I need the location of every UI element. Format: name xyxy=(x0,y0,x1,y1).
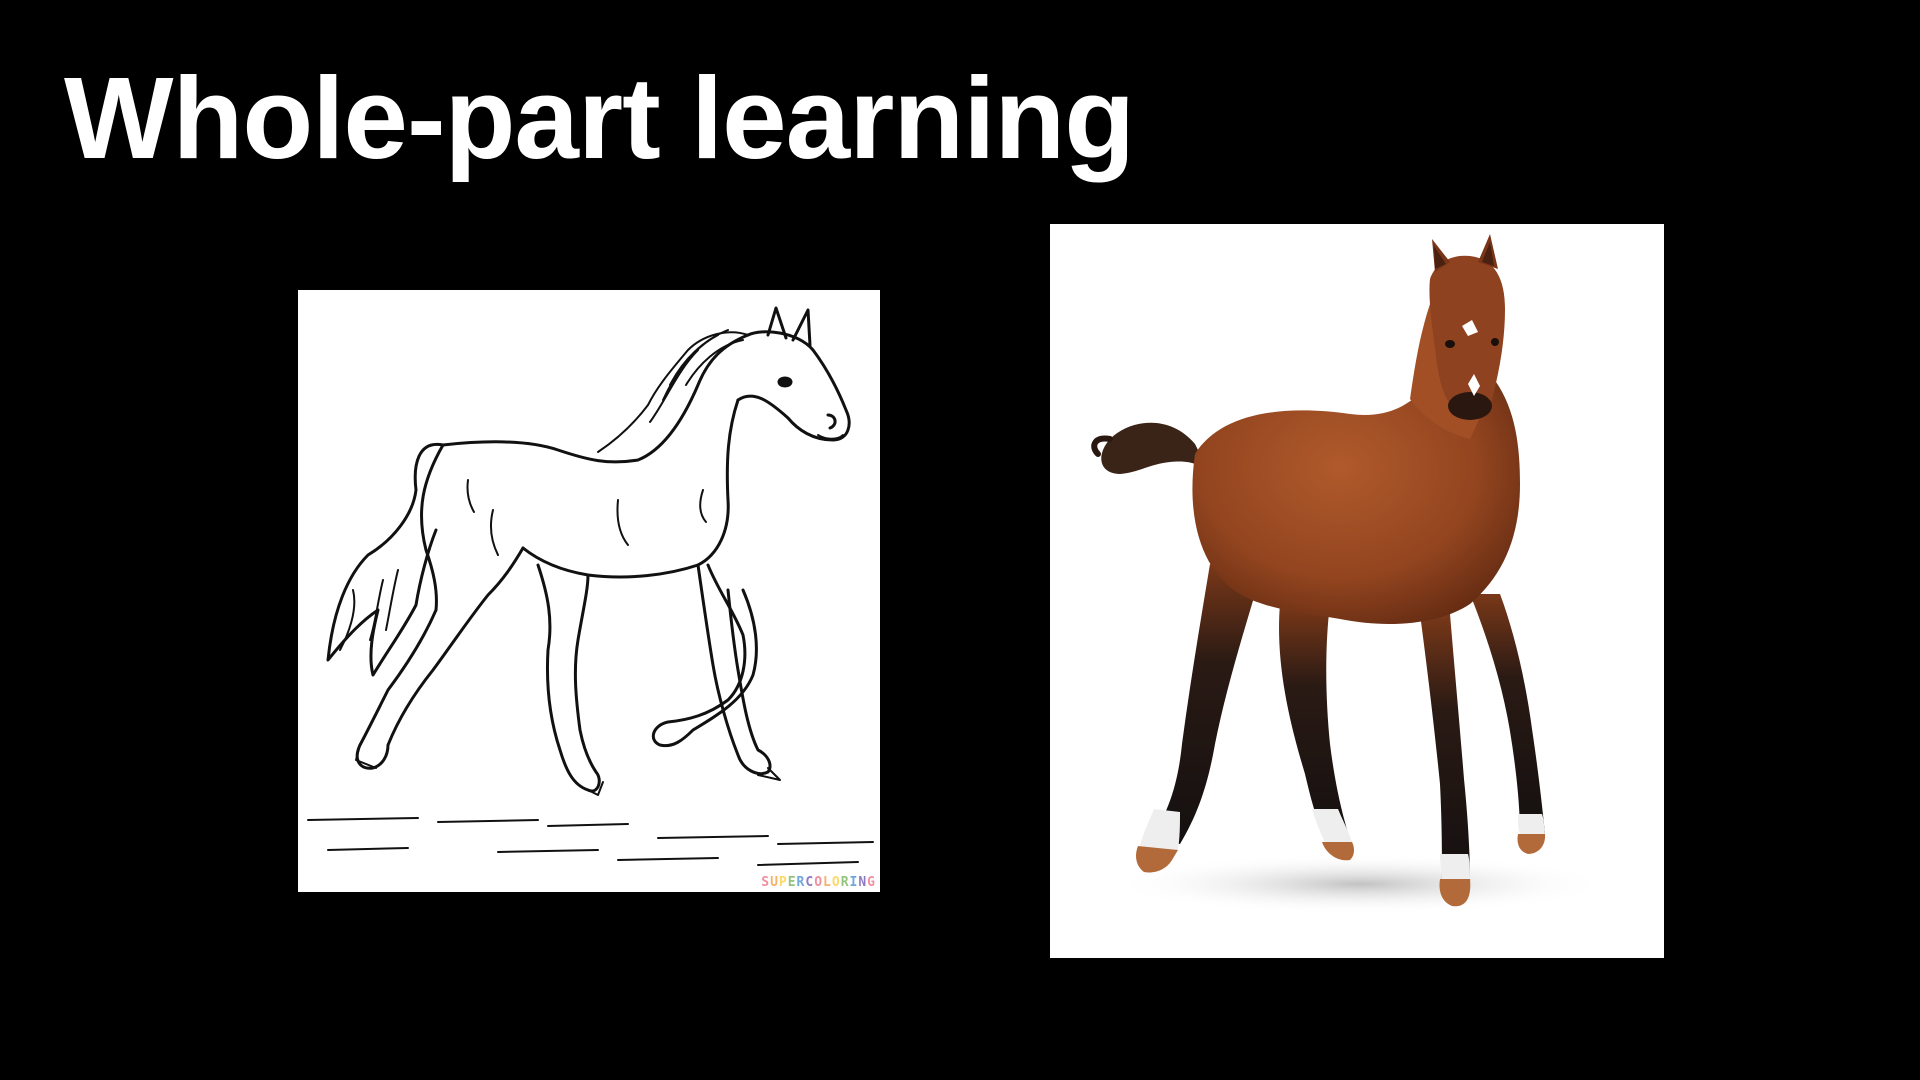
horse-sketch-svg xyxy=(307,306,874,866)
watermark-letter: I xyxy=(849,875,859,890)
watermark-letter: R xyxy=(840,875,850,890)
foal-figurine-svg xyxy=(1091,234,1610,914)
watermark-letter: C xyxy=(805,875,815,890)
supercoloring-watermark: SUPERCOLORING xyxy=(761,875,876,890)
watermark-letter: O xyxy=(831,875,841,890)
slide-title: Whole-part learning xyxy=(64,53,1135,183)
watermark-letter: G xyxy=(867,875,876,890)
watermark-letter: S xyxy=(761,875,771,890)
watermark-letter: L xyxy=(823,875,832,890)
horse-line-drawing-image: SUPERCOLORING xyxy=(298,290,880,892)
watermark-letter: U xyxy=(770,875,779,890)
watermark-letter: E xyxy=(787,875,797,890)
bay-foal-figurine-image xyxy=(1050,224,1664,958)
watermark-letter: O xyxy=(814,875,824,890)
watermark-letter: N xyxy=(858,875,868,890)
watermark-text: SUPERCOLORING xyxy=(761,875,876,890)
watermark-letter: P xyxy=(778,875,788,890)
watermark-letter: R xyxy=(796,875,806,890)
